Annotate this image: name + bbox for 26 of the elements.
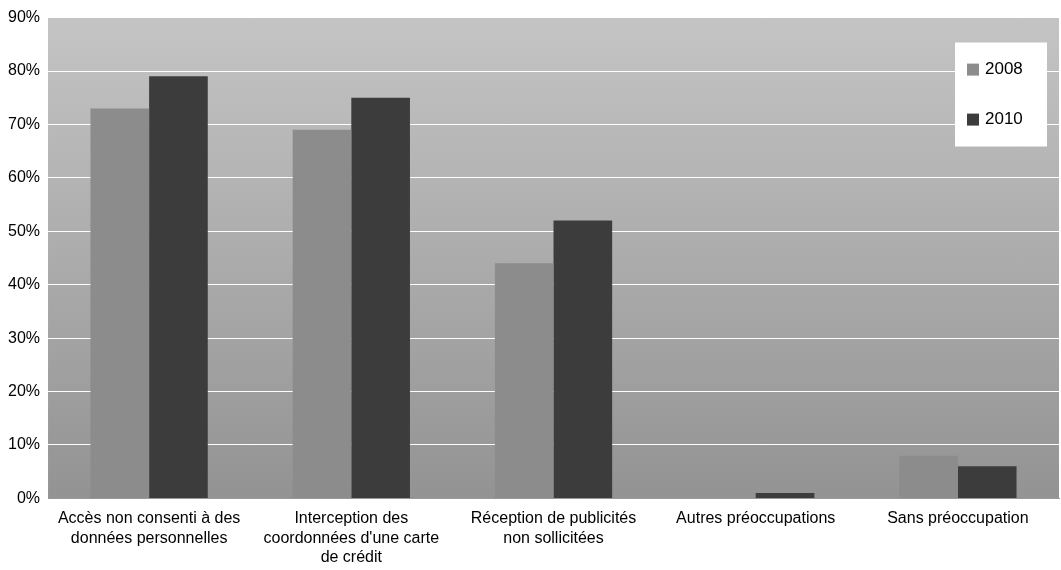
bar [292,129,352,498]
y-tick-label: 60% [7,168,41,186]
x-tick-label: Sans préoccupation [887,509,1029,527]
legend-label: 2008 [985,59,1023,79]
y-tick-label: 0% [16,488,41,506]
legend-label: 2010 [985,109,1023,129]
y-tick-label: 20% [7,381,41,399]
x-tick-label: Accès non consenti à des données personnelles [57,509,241,546]
x-tick-label: Interception des coordonnées d'une carte de crédit [263,509,440,565]
bar [149,76,208,498]
bar [90,108,150,498]
bar [899,455,958,498]
bar [351,97,410,498]
y-tick-label: 30% [7,328,41,346]
bar [553,220,613,498]
y-tick-label: 10% [7,435,41,453]
bar [755,493,815,498]
bar [494,263,554,498]
y-tick-label: 90% [7,8,41,26]
y-tick-label: 80% [7,61,41,79]
y-tick-label: 40% [7,275,41,293]
y-tick-label: 50% [7,221,41,239]
bar [957,466,1017,498]
y-tick-label: 70% [7,114,41,132]
x-tick-label: Autres préoccupations [676,509,836,527]
x-tick-label: Réception de publicités non sollicitées [470,509,637,546]
